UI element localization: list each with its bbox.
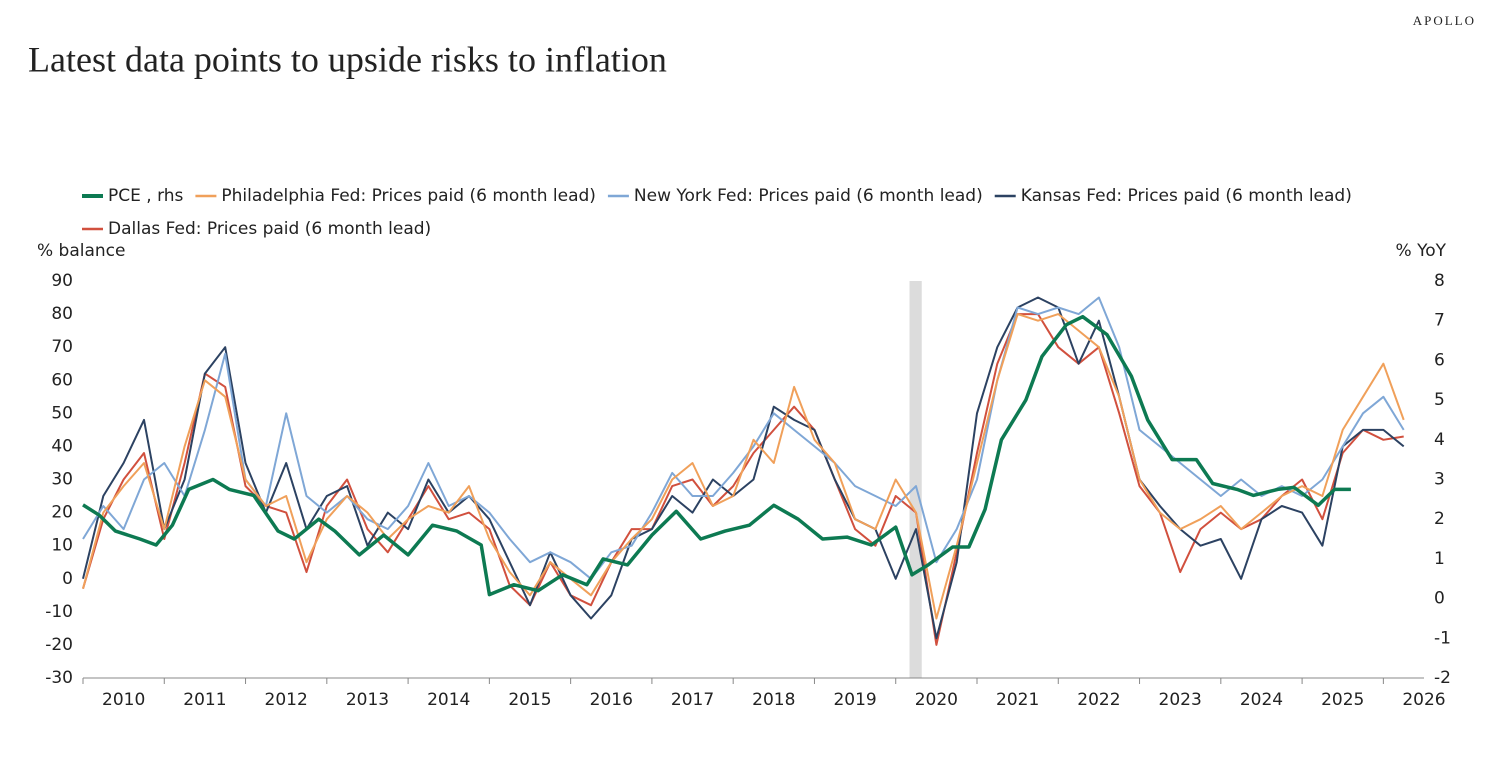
x-tick-label: 2018 [752, 690, 795, 710]
y-tick-label: -30 [45, 668, 73, 688]
y2-tick-label: -1 [1434, 628, 1451, 648]
y-tick-label: 20 [51, 503, 73, 523]
x-tick-label: 2012 [265, 690, 308, 710]
x-tick-label: 2025 [1321, 690, 1364, 710]
y2-tick-label: 6 [1434, 350, 1445, 370]
y-axis-label: % balance [37, 241, 126, 261]
y-tick-label: 90 [51, 271, 73, 291]
x-tick-label: 2019 [833, 690, 876, 710]
y-tick-label: 60 [51, 370, 73, 390]
y2-tick-label: 5 [1434, 390, 1445, 410]
legend-label: Philadelphia Fed: Prices paid (6 month l… [221, 186, 596, 206]
y-tick-label: 40 [51, 436, 73, 456]
y2-axis-label: % YoY [1396, 241, 1447, 261]
y-tick-label: 50 [51, 403, 73, 423]
y-tick-label: -10 [45, 602, 73, 622]
x-tick-label: 2022 [1077, 690, 1120, 710]
x-tick-label: 2010 [102, 690, 145, 710]
y-tick-label: 0 [62, 569, 73, 589]
x-tick-label: 2026 [1402, 690, 1445, 710]
x-tick-label: 2017 [671, 690, 714, 710]
y2-tick-label: 4 [1434, 430, 1445, 450]
chart-title: Latest data points to upside risks to in… [28, 39, 667, 79]
y2-tick-label: 8 [1434, 271, 1445, 291]
x-tick-label: 2020 [915, 690, 958, 710]
series-line [82, 296, 1405, 640]
y2-tick-label: 7 [1434, 311, 1445, 331]
series-line [82, 314, 1351, 597]
y-tick-label: 80 [51, 304, 73, 324]
legend-label: PCE , rhs [108, 186, 184, 206]
y2-tick-label: 2 [1434, 509, 1445, 529]
series-line [82, 313, 1404, 646]
x-tick-label: 2011 [183, 690, 226, 710]
series-line [82, 313, 1405, 620]
x-tick-label: 2013 [346, 690, 389, 710]
y2-tick-label: 1 [1434, 549, 1445, 569]
y-tick-label: 10 [51, 536, 73, 556]
x-tick-label: 2014 [427, 690, 470, 710]
series-line [82, 296, 1405, 580]
x-tick-label: 2015 [508, 690, 551, 710]
x-tick-label: 2021 [996, 690, 1039, 710]
y2-tick-label: 3 [1434, 470, 1445, 490]
brand: APOLLO [1413, 13, 1476, 28]
y-tick-label: 70 [51, 337, 73, 357]
x-tick-label: 2016 [590, 690, 633, 710]
y-tick-label: -20 [45, 635, 73, 655]
y2-tick-label: 0 [1434, 589, 1445, 609]
legend-label: Dallas Fed: Prices paid (6 month lead) [108, 219, 431, 239]
y2-tick-label: -2 [1434, 668, 1451, 688]
recession-shade [909, 281, 922, 678]
x-tick-label: 2023 [1159, 690, 1202, 710]
legend-label: New York Fed: Prices paid (6 month lead) [634, 186, 983, 206]
legend-label: Kansas Fed: Prices paid (6 month lead) [1021, 186, 1352, 206]
y-tick-label: 30 [51, 470, 73, 490]
x-tick-label: 2024 [1240, 690, 1283, 710]
